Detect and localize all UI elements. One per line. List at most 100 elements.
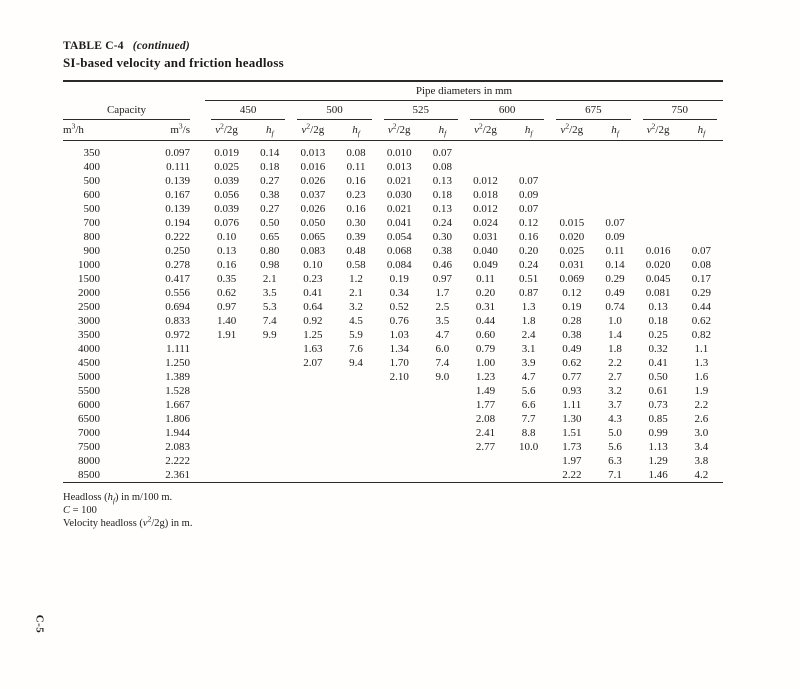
footnote-c-value: C = 100 <box>63 505 97 516</box>
table-row: 4500 1.250 2.07 9.4 1.70 7.4 1.00 3.9 0.62 2.2 0.4… <box>63 356 723 370</box>
table-cell <box>334 398 377 412</box>
table-cell: 2.08 <box>475 413 496 425</box>
table-cell <box>550 174 593 188</box>
table-cell: 0.09 <box>605 231 625 243</box>
table-cell: 1.8 <box>608 343 622 355</box>
table-cell: 0.13 <box>432 203 452 215</box>
table-cell: 2.083 <box>165 441 190 453</box>
table-cell: 0.32 <box>648 343 668 355</box>
table-cell: 3.5 <box>262 287 277 299</box>
table-cell: 1.806 <box>165 413 190 425</box>
table-cell: 8000 <box>78 455 100 467</box>
table-cell: 0.27 <box>260 175 280 187</box>
table-cell <box>637 174 680 188</box>
table-cell <box>378 468 421 483</box>
table-cell: 0.24 <box>432 217 452 229</box>
table-cell: 0.12 <box>519 217 539 229</box>
table-cell: 0.139 <box>165 175 190 187</box>
headloss-table: Pipe diameters in mm Capacity 450 500 525 600… <box>63 80 723 483</box>
table-cell <box>464 454 507 468</box>
pipe-diameters-header: Pipe diameters in mm <box>205 81 723 101</box>
table-cell: 0.23 <box>303 273 323 285</box>
table-cell: 0.020 <box>645 259 671 271</box>
table-cell: 0.07 <box>432 147 452 159</box>
table-cell <box>291 398 334 412</box>
table-cell: 0.08 <box>691 259 711 271</box>
table-cell: 5.9 <box>349 329 363 341</box>
table-cell: 1.00 <box>475 357 496 369</box>
table-cell <box>378 426 421 440</box>
table-cell: 0.037 <box>300 189 326 201</box>
table-cell <box>637 141 680 161</box>
table-label: TABLE C-4 <box>63 40 124 52</box>
table-cell: 1.9 <box>694 385 709 397</box>
table-cell: 0.222 <box>165 231 190 243</box>
table-row: 6000 1.667 1.77 6.6 1.11 3.7 0.73 2.2 <box>63 398 723 412</box>
table-cell: 1.40 <box>216 315 237 327</box>
table-cell: 500 <box>83 203 101 215</box>
table-cell <box>680 188 723 202</box>
table-cell: 1.25 <box>303 329 323 341</box>
table-row: 7000 1.944 2.41 8.8 1.51 5.0 0.99 3.0 <box>63 426 723 440</box>
table-cell: 0.054 <box>386 231 412 243</box>
table-cell: 0.024 <box>473 217 498 229</box>
table-cell <box>291 440 334 454</box>
table-row: 500 0.139 0.039 0.27 0.026 0.16 0.021 0.13 0.012… <box>63 174 723 188</box>
table-cell: 2.1 <box>349 287 363 299</box>
table-cell: 2.2 <box>694 399 709 411</box>
table-cell: 0.60 <box>475 329 496 341</box>
table-cell: 1.3 <box>521 301 536 313</box>
table-cell: 0.11 <box>346 161 366 173</box>
table-cell: 1.23 <box>475 371 496 383</box>
table-cell <box>421 398 464 412</box>
table-cell <box>378 384 421 398</box>
table-cell: 0.056 <box>214 189 239 201</box>
table-cell: 0.016 <box>300 161 326 173</box>
table-cell: 0.012 <box>473 175 498 187</box>
table-cell: 0.015 <box>559 217 585 229</box>
table-cell: 0.13 <box>432 175 452 187</box>
table-cell <box>334 412 377 426</box>
table-cell: 0.07 <box>605 217 625 229</box>
table-cell <box>593 188 636 202</box>
table-cell: 0.016 <box>645 245 671 257</box>
table-cell <box>291 468 334 483</box>
table-cell <box>248 342 291 356</box>
table-cell: 2.6 <box>694 413 709 425</box>
table-cell: 8500 <box>78 469 100 481</box>
table-cell: 1.91 <box>216 329 237 341</box>
table-cell: 0.07 <box>691 245 711 257</box>
table-cell <box>291 426 334 440</box>
table-cell <box>680 174 723 188</box>
table-cell <box>334 370 377 384</box>
table-cell: 0.19 <box>562 301 582 313</box>
table-cell: 0.48 <box>346 245 366 257</box>
table-cell: 0.38 <box>562 329 582 341</box>
table-cell: 0.24 <box>519 259 539 271</box>
table-cell: 2.361 <box>165 469 190 481</box>
table-continued-label: (continued) <box>132 40 190 52</box>
table-cell: 0.74 <box>605 301 625 313</box>
capacity-unit-m3s: m3/s <box>113 120 205 141</box>
table-cell: 0.98 <box>260 259 280 271</box>
table-cell <box>680 230 723 244</box>
page-content: TABLE C-4 (continued) SI-based velocity a… <box>63 40 723 530</box>
table-cell: 3.2 <box>349 301 363 313</box>
table-cell: 1.63 <box>303 343 323 355</box>
table-body: 350 0.097 0.019 0.14 0.013 0.08 0.010 0.07 400 0.… <box>63 141 723 483</box>
table-cell: 0.35 <box>216 273 237 285</box>
table-cell <box>550 202 593 216</box>
table-cell <box>248 384 291 398</box>
table-cell: 4500 <box>78 357 100 369</box>
table-cell <box>205 398 248 412</box>
table-cell: 0.194 <box>165 217 190 229</box>
velocity-head-header: v2/2g <box>291 120 335 141</box>
table-cell: 1.70 <box>389 357 409 369</box>
table-cell: 0.38 <box>432 245 452 257</box>
capacity-group-header: Capacity <box>63 101 205 120</box>
table-cell: 0.16 <box>216 259 237 271</box>
table-cell: 0.11 <box>476 273 495 285</box>
table-cell: 6.3 <box>608 455 622 467</box>
diameter-group-header-675: 675 <box>550 101 636 120</box>
velocity-head-header: v2/2g <box>636 120 680 141</box>
